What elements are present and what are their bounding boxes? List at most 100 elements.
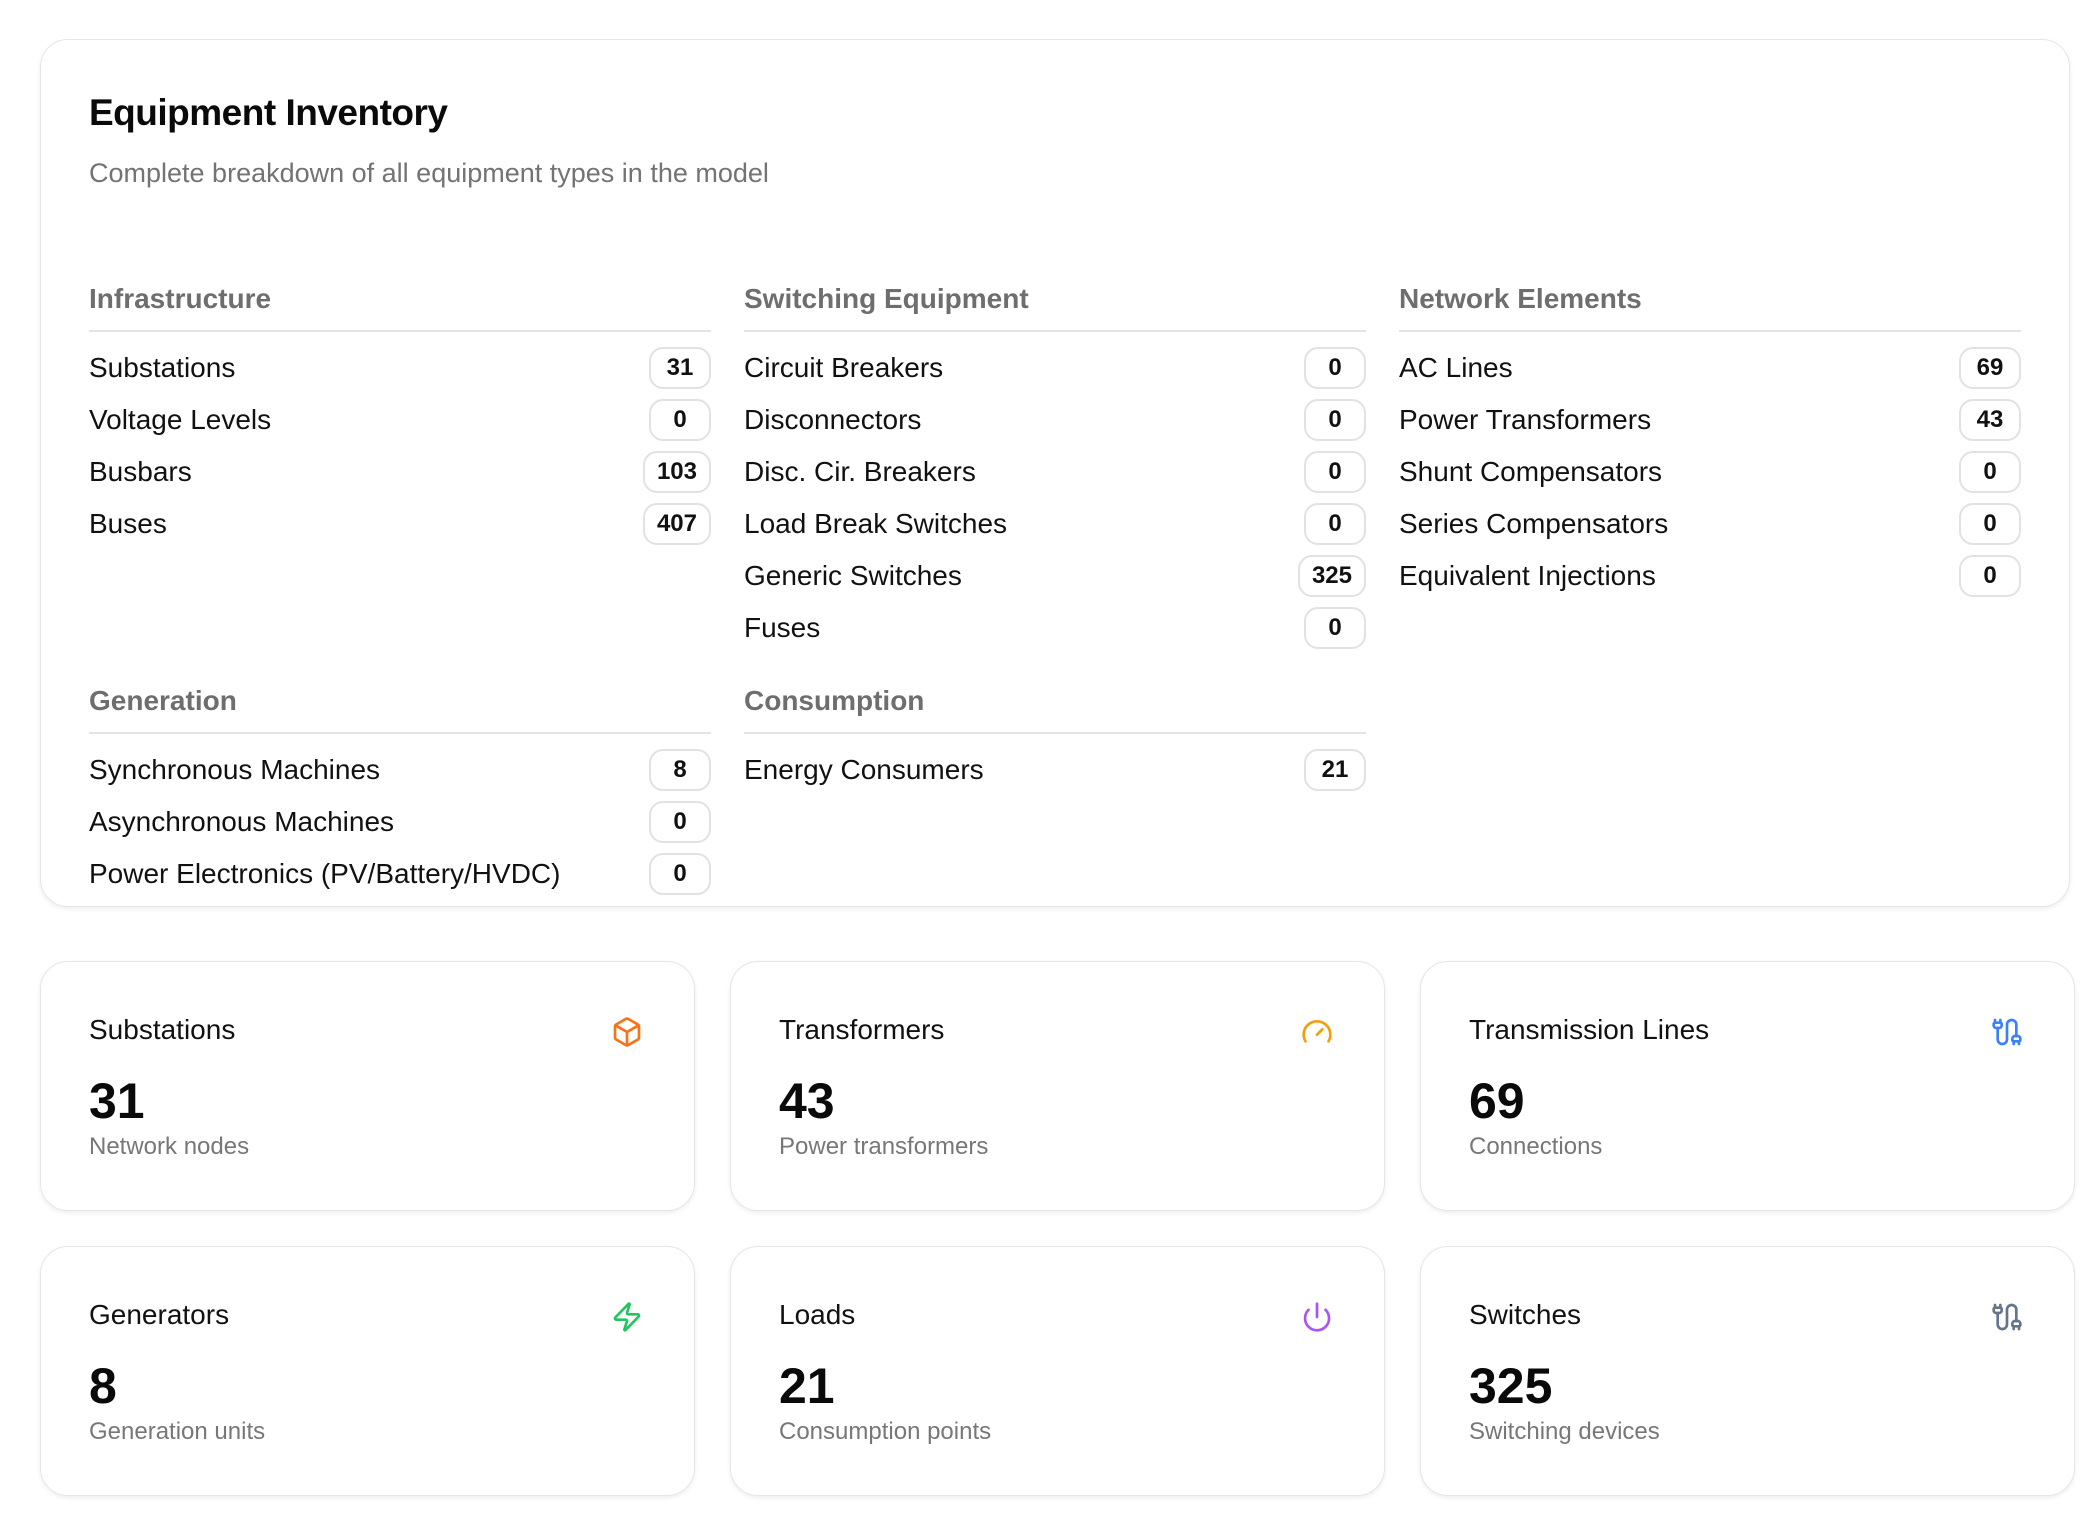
- stat-card-generators: Generators 8 Generation units: [40, 1246, 695, 1496]
- stat-card-transformers: Transformers 43 Power transformers: [730, 961, 1385, 1211]
- item-label: Buses: [89, 508, 167, 539]
- stat-description: Switching devices: [1469, 1418, 1660, 1445]
- stat-title: Transformers: [779, 1014, 945, 1045]
- section-consumption: Consumption Energy Consumers 21: [744, 682, 1366, 796]
- item-label: Shunt Compensators: [1399, 456, 1663, 487]
- item-label: Series Compensators: [1399, 508, 1669, 539]
- count-badge: 8: [649, 749, 711, 791]
- stat-description: Consumption points: [779, 1418, 992, 1445]
- section-network-elements: Network Elements AC Lines 69 Power Trans…: [1399, 280, 2021, 602]
- item-label: Equivalent Injections: [1399, 560, 1656, 591]
- count-badge: 0: [1304, 451, 1366, 493]
- count-badge: 21: [1304, 749, 1366, 791]
- item-label: Power Transformers: [1399, 404, 1652, 435]
- count-badge: 103: [642, 451, 711, 493]
- list-item: Buses 407: [89, 498, 711, 550]
- stat-card-loads: Loads 21 Consumption points: [730, 1246, 1385, 1496]
- cable-icon: [1991, 1016, 2023, 1048]
- item-label: Power Electronics (PV/Battery/HVDC): [89, 858, 561, 889]
- count-badge: 0: [1959, 555, 2021, 597]
- count-badge: 0: [649, 853, 711, 895]
- count-badge: 0: [1304, 399, 1366, 441]
- count-badge: 0: [649, 399, 711, 441]
- item-label: Substations: [89, 352, 236, 383]
- count-badge: 0: [1304, 607, 1366, 649]
- item-label: Disconnectors: [744, 404, 922, 435]
- list-item: AC Lines 69: [1399, 342, 2021, 394]
- section-header: Switching Equipment: [744, 280, 1366, 332]
- item-label: Busbars: [89, 456, 192, 487]
- gauge-icon: [1301, 1016, 1333, 1048]
- list-item: Substations 31: [89, 342, 711, 394]
- count-badge: 69: [1959, 347, 2021, 389]
- list-item: Energy Consumers 21: [744, 744, 1366, 796]
- item-label: Voltage Levels: [89, 404, 272, 435]
- count-badge: 0: [1304, 347, 1366, 389]
- count-badge: 0: [1959, 451, 2021, 493]
- list-item: Circuit Breakers 0: [744, 342, 1366, 394]
- list-item: Power Transformers 43: [1399, 394, 2021, 446]
- count-badge: 43: [1959, 399, 2021, 441]
- section-infrastructure: Infrastructure Substations 31 Voltage Le…: [89, 280, 711, 550]
- list-item: Fuses 0: [744, 602, 1366, 654]
- item-label: Fuses: [744, 612, 821, 643]
- list-item: Load Break Switches 0: [744, 498, 1366, 550]
- stat-value: 69: [1469, 1073, 1525, 1129]
- item-label: Generic Switches: [744, 560, 962, 591]
- inventory-subtitle: Complete breakdown of all equipment type…: [89, 158, 769, 188]
- count-badge: 0: [1304, 503, 1366, 545]
- list-item: Voltage Levels 0: [89, 394, 711, 446]
- count-badge: 325: [1297, 555, 1366, 597]
- list-item: Synchronous Machines 8: [89, 744, 711, 796]
- inventory-title: Equipment Inventory: [89, 92, 448, 133]
- list-item: Busbars 103: [89, 446, 711, 498]
- list-item: Equivalent Injections 0: [1399, 550, 2021, 602]
- item-label: Synchronous Machines: [89, 754, 381, 785]
- equipment-inventory-card: Equipment Inventory Complete breakdown o…: [40, 39, 2070, 907]
- stat-value: 43: [779, 1073, 835, 1129]
- stat-description: Power transformers: [779, 1133, 989, 1160]
- section-header: Consumption: [744, 682, 1366, 734]
- list-item: Generic Switches 325: [744, 550, 1366, 602]
- list-item: Shunt Compensators 0: [1399, 446, 2021, 498]
- stat-value: 8: [89, 1358, 117, 1414]
- count-badge: 31: [649, 347, 711, 389]
- list-item: Asynchronous Machines 0: [89, 796, 711, 848]
- section-switching-equipment: Switching Equipment Circuit Breakers 0 D…: [744, 280, 1366, 654]
- item-label: Energy Consumers: [744, 754, 984, 785]
- power-icon: [1301, 1301, 1333, 1333]
- count-badge: 407: [642, 503, 711, 545]
- zap-icon: [611, 1301, 643, 1333]
- stat-card-switches: Switches 325 Switching devices: [1420, 1246, 2075, 1496]
- stat-value: 21: [779, 1358, 835, 1414]
- section-generation: Generation Synchronous Machines 8 Asynch…: [89, 682, 711, 900]
- stat-value: 325: [1469, 1358, 1553, 1414]
- item-label: AC Lines: [1399, 352, 1513, 383]
- count-badge: 0: [1959, 503, 2021, 545]
- count-badge: 0: [649, 801, 711, 843]
- stat-title: Transmission Lines: [1469, 1014, 1710, 1045]
- section-header: Generation: [89, 682, 711, 734]
- item-label: Load Break Switches: [744, 508, 1008, 539]
- list-item: Power Electronics (PV/Battery/HVDC) 0: [89, 848, 711, 900]
- stat-title: Generators: [89, 1299, 230, 1330]
- stat-title: Loads: [779, 1299, 856, 1330]
- list-item: Disc. Cir. Breakers 0: [744, 446, 1366, 498]
- stat-title: Switches: [1469, 1299, 1582, 1330]
- stat-description: Connections: [1469, 1133, 1603, 1160]
- stat-card-transmission-lines: Transmission Lines 69 Connections: [1420, 961, 2075, 1211]
- item-label: Asynchronous Machines: [89, 806, 395, 837]
- section-header: Infrastructure: [89, 280, 711, 332]
- stat-value: 31: [89, 1073, 145, 1129]
- stat-title: Substations: [89, 1014, 236, 1045]
- list-item: Series Compensators 0: [1399, 498, 2021, 550]
- cable-icon: [1991, 1301, 2023, 1333]
- stat-card-substations: Substations 31 Network nodes: [40, 961, 695, 1211]
- list-item: Disconnectors 0: [744, 394, 1366, 446]
- stat-description: Network nodes: [89, 1133, 250, 1160]
- section-header: Network Elements: [1399, 280, 2021, 332]
- item-label: Disc. Cir. Breakers: [744, 456, 976, 487]
- item-label: Circuit Breakers: [744, 352, 944, 383]
- stat-description: Generation units: [89, 1418, 266, 1445]
- box-icon: [611, 1016, 643, 1048]
